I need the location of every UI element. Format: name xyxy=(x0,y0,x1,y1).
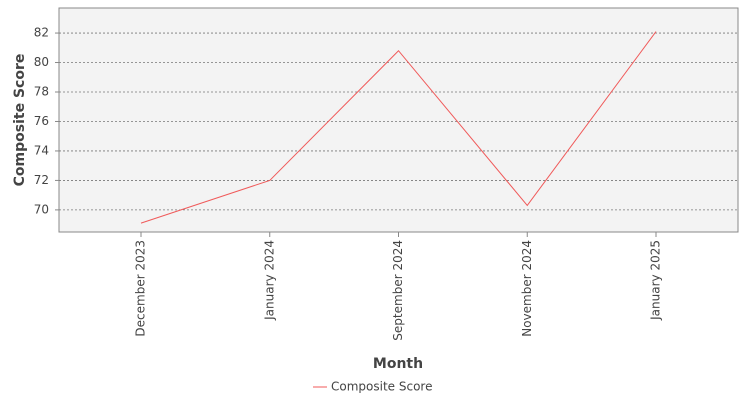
x-axis-title: Month xyxy=(373,356,423,372)
y-tick-label: 70 xyxy=(34,202,49,216)
x-tick-label: January 2024 xyxy=(262,240,276,321)
y-axis-title: Composite Score xyxy=(12,54,28,187)
legend-label: Composite Score xyxy=(331,380,432,394)
x-tick-label: January 2025 xyxy=(649,240,663,321)
y-tick-label: 78 xyxy=(34,85,49,99)
x-tick-label: September 2024 xyxy=(391,240,405,341)
x-tick-label: December 2023 xyxy=(134,240,148,337)
y-tick-label: 72 xyxy=(34,173,49,187)
y-tick-label: 76 xyxy=(34,114,49,128)
y-tick-label: 82 xyxy=(34,26,49,40)
x-tick-label: November 2024 xyxy=(520,240,534,337)
plot-area xyxy=(58,7,739,233)
y-tick-label: 74 xyxy=(34,143,49,157)
y-tick-label: 80 xyxy=(34,55,49,69)
line-series xyxy=(140,31,657,224)
